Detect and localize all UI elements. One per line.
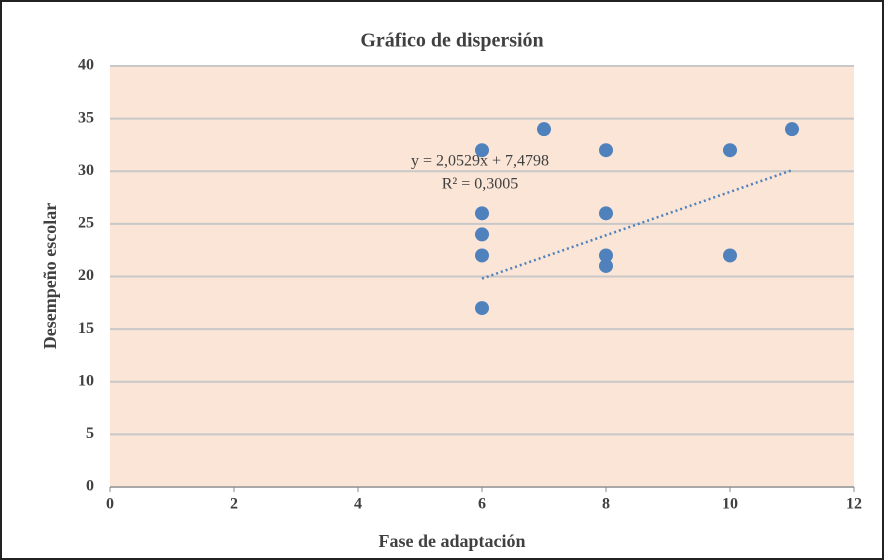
scatter-point: [475, 143, 489, 158]
scatter-point: [723, 143, 737, 158]
x-tick-label: 2: [230, 496, 238, 513]
y-tick-label: 10: [78, 372, 94, 389]
scatter-point: [475, 248, 489, 263]
y-tick-label: 40: [78, 57, 94, 74]
y-tick-label: 30: [78, 162, 94, 179]
y-axis-label: Desempeño escolar: [40, 203, 60, 349]
x-tick-label: 6: [478, 496, 486, 513]
y-tick-label: 5: [86, 425, 94, 442]
trendline-equation: y = 2,0529x + 7,4798: [411, 153, 549, 170]
scatter-point: [599, 258, 613, 273]
x-tick-label: 12: [846, 496, 862, 513]
scatter-point: [475, 227, 489, 242]
chart-title: Gráfico de dispersión: [360, 30, 543, 52]
scatter-point: [599, 248, 613, 263]
x-tick-label: 0: [106, 496, 114, 513]
x-tick-label: 8: [602, 496, 610, 513]
scatter-point: [537, 122, 551, 137]
scatter-point: [475, 301, 489, 316]
y-tick-label: 20: [78, 267, 94, 284]
y-tick-label: 25: [78, 215, 94, 232]
scatter-point: [599, 143, 613, 158]
y-tick-label: 15: [78, 320, 94, 337]
trendline-r2: R² = 0,3005: [442, 176, 519, 193]
x-axis-label: Fase de adaptación: [378, 531, 525, 551]
x-tick-label: 10: [722, 496, 738, 513]
y-tick-label: 35: [78, 109, 94, 126]
y-tick-label: 0: [86, 478, 94, 495]
scatter-point: [785, 122, 799, 137]
scatter-point: [723, 248, 737, 263]
scatter-point: [599, 206, 613, 221]
scatter-point: [475, 206, 489, 221]
x-tick-label: 4: [354, 496, 362, 513]
